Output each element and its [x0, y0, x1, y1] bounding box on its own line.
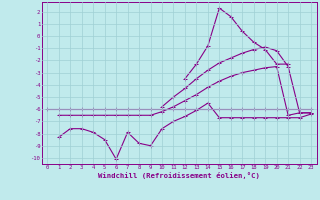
X-axis label: Windchill (Refroidissement éolien,°C): Windchill (Refroidissement éolien,°C) [98, 172, 260, 179]
